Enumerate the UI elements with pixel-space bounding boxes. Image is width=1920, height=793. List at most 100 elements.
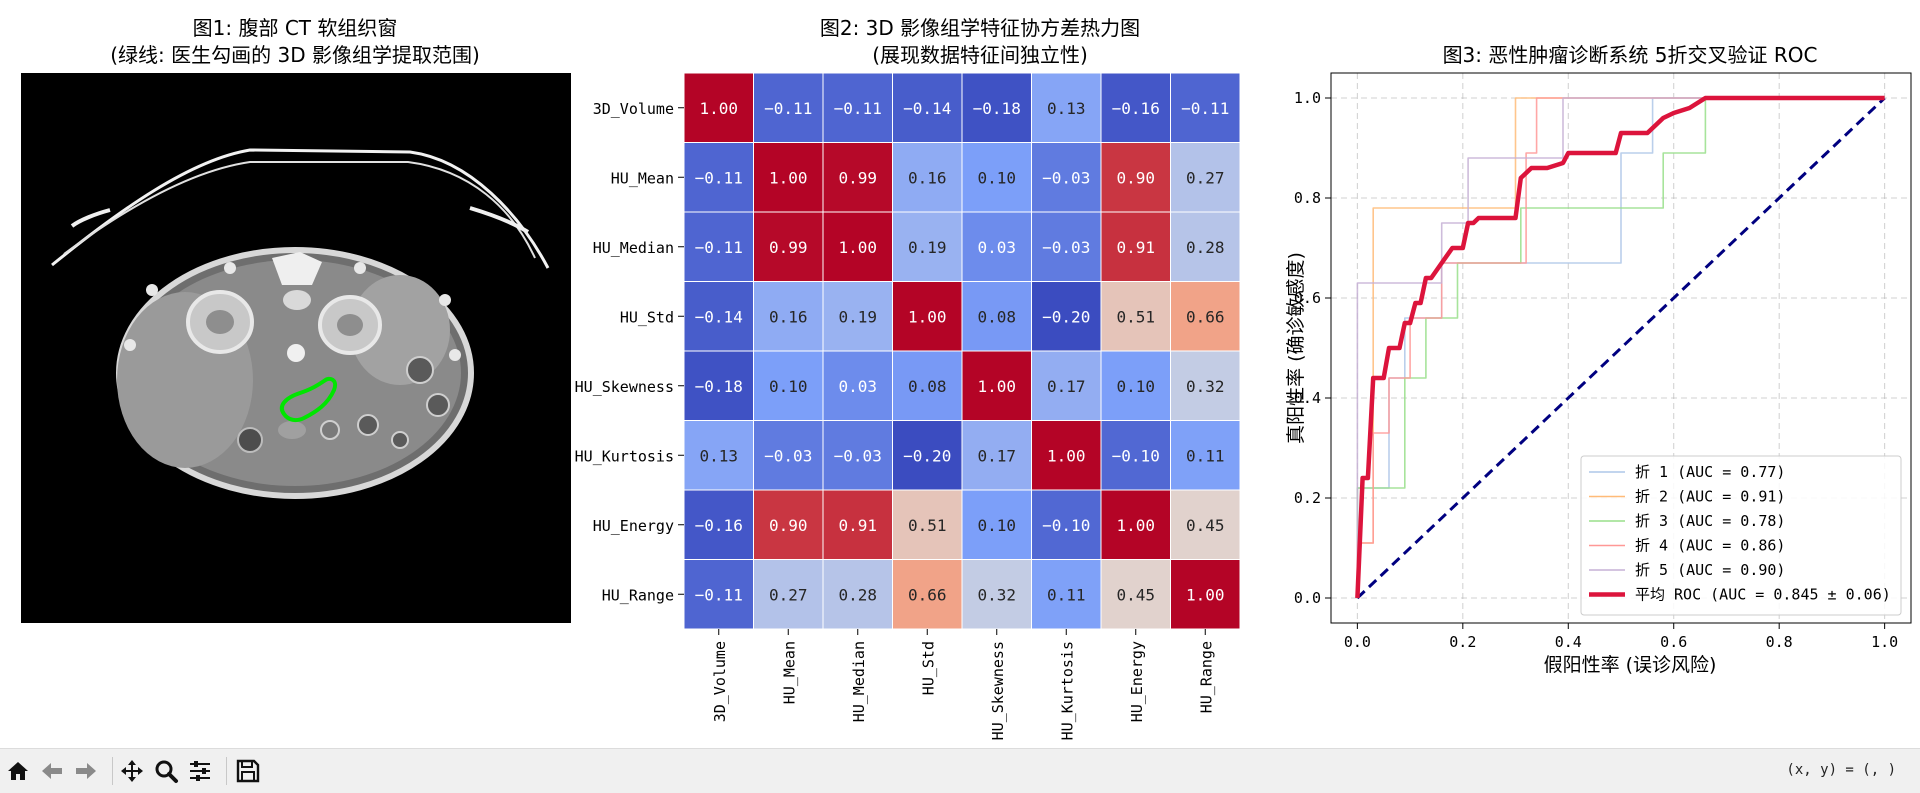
heatmap-cell [1031, 489, 1102, 560]
heatmap-cell [822, 420, 893, 491]
heatmap-cell [1031, 559, 1102, 630]
heatmap-y-tick-label: HU_Energy [593, 517, 674, 535]
roc-legend-entry: 折 4 (AUC = 0.86) [1635, 537, 1785, 555]
heatmap-cell [1100, 559, 1171, 630]
heatmap-y-tick-label: HU_Mean [611, 169, 674, 187]
heatmap-cell-value: 0.51 [1116, 307, 1155, 326]
heatmap-cell-value: −0.10 [1042, 516, 1090, 535]
heatmap-cell-value: 0.99 [838, 168, 877, 187]
heatmap-cells: 1.00 −0.11 −0.11 −0.14 −0.18 0.13 −0.16 −0.11 −0… [683, 72, 1241, 630]
heatmap-cell-value: −0.11 [695, 585, 743, 604]
heatmap-cell [892, 350, 963, 421]
heatmap-cell [753, 281, 824, 352]
heatmap-cell-value: 0.28 [1186, 238, 1225, 257]
heatmap-cell [892, 281, 963, 352]
roc-legend-entry: 折 3 (AUC = 0.78) [1635, 512, 1785, 530]
heatmap-cell-value: 0.28 [838, 585, 877, 604]
pan-button[interactable] [118, 757, 146, 785]
heatmap-cell [683, 142, 754, 213]
heatmap-cell-value: −0.11 [764, 99, 812, 118]
heatmap-cell-value: 0.08 [977, 307, 1016, 326]
heatmap-cell [961, 142, 1032, 213]
heatmap-cell-value: 0.10 [977, 168, 1016, 187]
heatmap-cell-value: 0.11 [1186, 446, 1225, 465]
home-button[interactable] [4, 757, 32, 785]
heatmap-cell [822, 559, 893, 630]
save-floppy-icon [236, 759, 260, 783]
heatmap-panel: 图2: 3D 影像组学特征协方差热力图 (展现数据特征间独立性) 1.00 −0.… [575, 16, 1241, 740]
heatmap-cell-value: −0.10 [1112, 446, 1160, 465]
heatmap-cell [1170, 72, 1241, 143]
heatmap-cell [1031, 72, 1102, 143]
heatmap-cell-value: 0.17 [1047, 377, 1086, 396]
roc-legend-box [1580, 455, 1902, 616]
roc-y-tick-label: 0.8 [1294, 189, 1321, 207]
roc-series-lines [1355, 95, 1885, 599]
heatmap-cell-value: 0.91 [838, 516, 877, 535]
heatmap-cell [892, 211, 963, 282]
heatmap-cell-value: 0.99 [769, 238, 808, 257]
roc-x-ticks: 0.0 0.2 0.4 0.6 0.8 1.0 [1344, 623, 1898, 651]
heatmap-cell [822, 350, 893, 421]
roc-x-tick-label: 0.8 [1766, 633, 1793, 651]
heatmap-cell-value: 1.00 [1047, 446, 1086, 465]
heatmap-cell-value: −0.14 [903, 99, 951, 118]
roc-y-tick-label: 0.6 [1294, 289, 1321, 307]
roc-panel: 图3: 恶性肿瘤诊断系统 5折交叉验证 ROC 0.0 0.2 0.4 0.6 0.8 1… [1285, 43, 1912, 676]
panel1-title-line1: 图1: 腹部 CT 软组织窗 [193, 16, 398, 40]
heatmap-cell-value: 0.45 [1186, 516, 1225, 535]
heatmap-cell-value: 1.00 [977, 377, 1016, 396]
heatmap-cell [961, 350, 1032, 421]
heatmap-cell-value: −0.16 [1112, 99, 1160, 118]
save-button[interactable] [234, 757, 262, 785]
roc-x-tick-label: 0.2 [1449, 633, 1476, 651]
panel1-title-line2: (绿线: 医生勾画的 3D 影像组学提取范围) [110, 43, 480, 67]
roc-x-tick-label: 0.6 [1660, 633, 1687, 651]
heatmap-cell-value: −0.03 [764, 446, 812, 465]
heatmap-cell-value: 0.03 [977, 238, 1016, 257]
roc-mean-series-line [1355, 95, 1885, 599]
roc-y-tick-label: 0.0 [1294, 589, 1321, 607]
heatmap-cell-value: −0.16 [695, 516, 743, 535]
heatmap-cell [1170, 559, 1241, 630]
heatmap-cell [683, 350, 754, 421]
heatmap-cell-value: 0.10 [769, 377, 808, 396]
heatmap-cell-value: 0.17 [977, 446, 1016, 465]
heatmap-cell [1170, 350, 1241, 421]
heatmap-cell [1031, 211, 1102, 282]
forward-button[interactable] [72, 757, 100, 785]
heatmap-cell-value: 0.66 [1186, 307, 1225, 326]
heatmap-cell-value: 0.16 [769, 307, 808, 326]
heatmap-cell-value: 0.10 [977, 516, 1016, 535]
heatmap-cell [1100, 420, 1171, 491]
heatmap-cell-value: 0.16 [908, 168, 947, 187]
heatmap-cell-value: 0.91 [1116, 238, 1155, 257]
heatmap-y-tick-label: HU_Range [602, 586, 674, 604]
heatmap-cell-value: 1.00 [838, 238, 877, 257]
roc-legend-entry: 折 2 (AUC = 0.91) [1635, 488, 1785, 506]
heatmap-cell-value: 0.10 [1116, 377, 1155, 396]
heatmap-y-tick-label: HU_Median [593, 239, 674, 257]
heatmap-cell [753, 350, 824, 421]
heatmap-cell [1100, 72, 1171, 143]
heatmap-cell-value: −0.03 [1042, 238, 1090, 257]
heatmap-cell [1170, 281, 1241, 352]
tumor-contour [279, 376, 337, 423]
roc-x-tick-label: 1.0 [1871, 633, 1898, 651]
roc-y-tick-label: 1.0 [1294, 89, 1321, 107]
configure-subplots-button[interactable] [186, 757, 214, 785]
zoom-button[interactable] [152, 757, 180, 785]
heatmap-cell [1100, 350, 1171, 421]
heatmap-cell-value: 0.51 [908, 516, 947, 535]
roc-diagonal-line [1356, 96, 1886, 600]
toolbar-separator [226, 757, 227, 785]
heatmap-y-tick-label: HU_Std [620, 308, 674, 326]
heatmap-x-tick-label: HU_Mean [780, 641, 798, 704]
heatmap-cell [961, 559, 1032, 630]
heatmap-cell [961, 420, 1032, 491]
roc-chance-line [1356, 96, 1886, 600]
heatmap-cell [822, 281, 893, 352]
heatmap-y-tick-labels: 3D_Volume HU_Mean HU_Median HU_Std HU_Skewne… [575, 100, 684, 604]
back-button[interactable] [38, 757, 66, 785]
heatmap-cell-value: −0.03 [834, 446, 882, 465]
